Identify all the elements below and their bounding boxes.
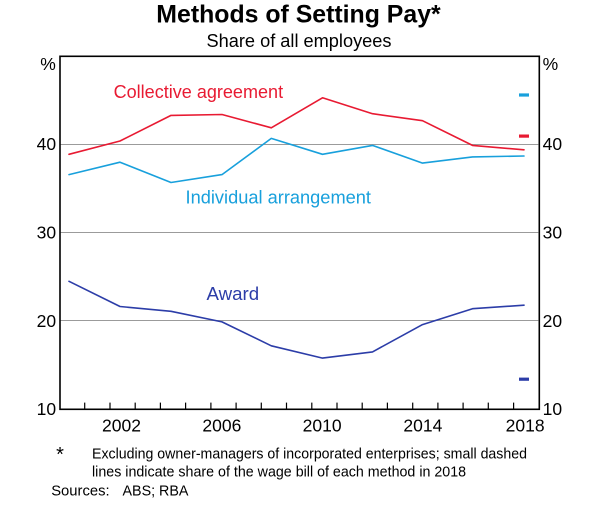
svg-text:30: 30	[37, 223, 57, 243]
svg-text:%: %	[543, 54, 559, 74]
svg-text:*: *	[56, 444, 64, 466]
svg-text:10: 10	[37, 399, 57, 419]
svg-text:30: 30	[543, 223, 563, 243]
svg-text:40: 40	[37, 134, 57, 154]
svg-text:lines indicate share of the wa: lines indicate share of the wage bill of…	[92, 465, 466, 481]
svg-text:40: 40	[543, 134, 563, 154]
svg-text:Collective agreement: Collective agreement	[114, 82, 284, 102]
svg-text:Methods of Setting Pay*: Methods of Setting Pay*	[156, 1, 441, 29]
svg-text:10: 10	[543, 399, 563, 419]
svg-text:20: 20	[543, 311, 563, 331]
svg-text:2006: 2006	[202, 416, 241, 436]
svg-text:2002: 2002	[102, 416, 141, 436]
svg-text:%: %	[40, 54, 56, 74]
svg-text:20: 20	[37, 311, 57, 331]
svg-text:Share of all employees: Share of all employees	[207, 31, 392, 51]
svg-text:Sources:: Sources:	[51, 484, 109, 500]
svg-text:Award: Award	[207, 284, 260, 304]
svg-text:Individual arrangement: Individual arrangement	[186, 188, 372, 208]
svg-text:Excluding owner-managers of in: Excluding owner-managers of incorporated…	[92, 447, 527, 463]
svg-text:2014: 2014	[403, 416, 442, 436]
svg-text:2010: 2010	[303, 416, 342, 436]
svg-text:2018: 2018	[506, 416, 545, 436]
svg-text:ABS; RBA: ABS; RBA	[123, 484, 189, 500]
